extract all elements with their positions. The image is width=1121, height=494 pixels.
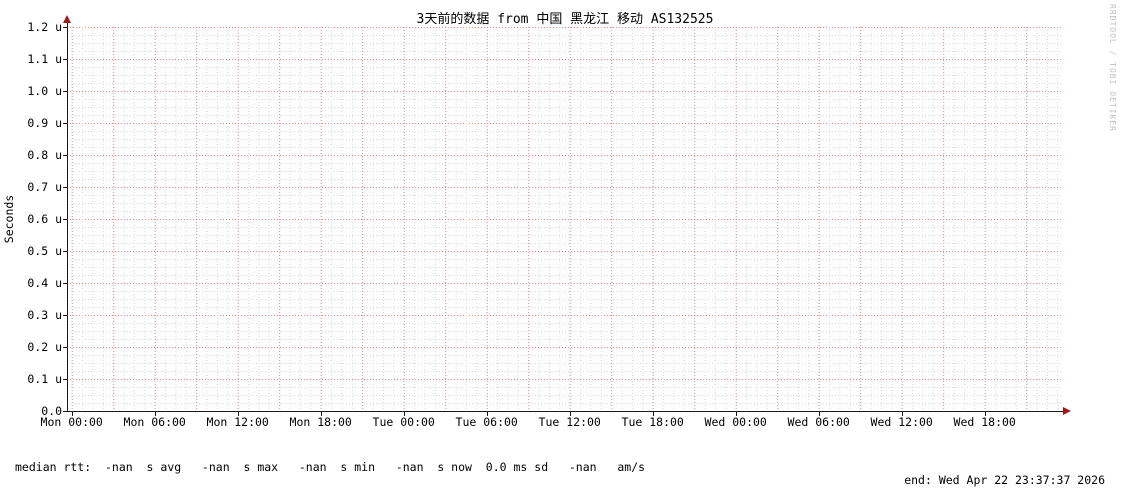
y-tick-mark <box>63 27 67 28</box>
y-tick-label: 0.7 u <box>27 180 62 194</box>
x-tick-label: Tue 12:00 <box>538 415 601 429</box>
x-tick-label: Tue 00:00 <box>372 415 435 429</box>
y-tick-mark <box>63 91 67 92</box>
x-tick-mark <box>320 412 322 416</box>
y-axis-line <box>67 21 68 412</box>
x-tick-mark <box>403 412 405 416</box>
median-rtt-stats: median rtt: -nan s avg -nan s max -nan s… <box>15 460 646 474</box>
x-tick-mark <box>569 412 571 416</box>
x-tick-mark <box>652 412 654 416</box>
y-tick-label: 0.8 u <box>27 148 62 162</box>
x-tick-mark <box>901 412 903 416</box>
y-tick-mark <box>63 283 67 284</box>
x-tick-label: Mon 12:00 <box>206 415 269 429</box>
x-tick-mark <box>486 412 488 416</box>
x-tick-mark <box>984 412 986 416</box>
y-tick-label: 0.4 u <box>27 276 62 290</box>
x-tick-mark <box>818 412 820 416</box>
x-tick-mark <box>237 412 239 416</box>
y-tick-mark <box>63 411 67 412</box>
y-tick-label: 1.1 u <box>27 52 62 66</box>
y-tick-label: 0.5 u <box>27 244 62 258</box>
x-tick-label: Wed 00:00 <box>704 415 767 429</box>
y-tick-mark <box>63 59 67 60</box>
rrdtool-watermark: RRDTOOL / TOBI OETIKER <box>1108 4 1117 132</box>
legend-block: median rtt: -nan s avg -nan s max -nan s… <box>15 432 645 494</box>
y-tick-mark <box>63 347 67 348</box>
y-tick-label: 1.2 u <box>27 20 62 34</box>
x-axis-arrow-icon <box>1063 407 1071 415</box>
y-tick-label: 0.3 u <box>27 308 62 322</box>
y-tick-label: 0.2 u <box>27 340 62 354</box>
x-tick-label: Mon 18:00 <box>289 415 352 429</box>
end-timestamp: end: Wed Apr 22 23:37:37 2026 <box>904 473 1105 487</box>
y-tick-label: 0.6 u <box>27 212 62 226</box>
x-tick-label: Wed 06:00 <box>787 415 850 429</box>
x-tick-mark <box>71 412 73 416</box>
x-tick-mark <box>735 412 737 416</box>
y-tick-mark <box>63 251 67 252</box>
x-tick-label: Mon 06:00 <box>123 415 186 429</box>
y-tick-label: 0.0 <box>41 404 62 418</box>
y-tick-mark <box>63 379 67 380</box>
x-tick-label: Tue 18:00 <box>621 415 684 429</box>
y-tick-mark <box>63 155 67 156</box>
y-axis-arrow-icon <box>63 15 71 23</box>
x-axis-line <box>67 411 1067 412</box>
x-tick-label: Mon 00:00 <box>40 415 103 429</box>
y-tick-label: 1.0 u <box>27 84 62 98</box>
y-tick-label: 0.9 u <box>27 116 62 130</box>
chart-title: 3天前的数据 from 中国 黑龙江 移动 AS132525 <box>416 12 714 27</box>
x-tick-mark <box>154 412 156 416</box>
plot-area <box>67 27 1063 411</box>
y-tick-mark <box>63 187 67 188</box>
x-tick-label: Wed 18:00 <box>953 415 1016 429</box>
x-tick-label: Tue 06:00 <box>455 415 518 429</box>
y-tick-label: 0.1 u <box>27 372 62 386</box>
y-tick-mark <box>63 123 67 124</box>
x-tick-label: Wed 12:00 <box>870 415 933 429</box>
y-tick-mark <box>63 219 67 220</box>
y-tick-mark <box>63 315 67 316</box>
